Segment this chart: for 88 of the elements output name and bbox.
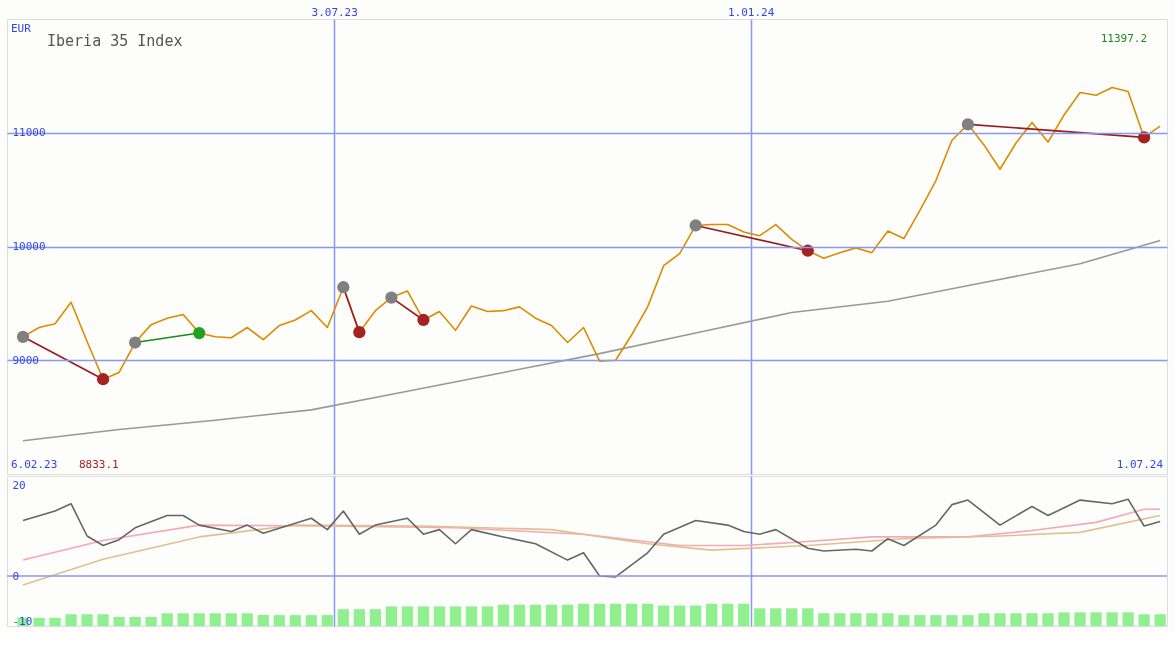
y-tick-label: 9000 xyxy=(12,353,39,367)
bar xyxy=(289,615,301,626)
bar xyxy=(33,617,45,626)
bar xyxy=(545,604,558,626)
bar xyxy=(818,613,830,626)
bar xyxy=(369,609,381,626)
bar xyxy=(625,603,638,626)
bar xyxy=(321,615,333,626)
bar xyxy=(561,604,574,626)
bar xyxy=(593,603,606,626)
line-series xyxy=(22,514,1161,586)
bar xyxy=(81,614,93,626)
bar xyxy=(49,617,61,626)
bar xyxy=(1058,612,1070,626)
bar xyxy=(1074,612,1086,626)
bar xyxy=(658,605,670,626)
bar xyxy=(706,603,718,626)
bar xyxy=(834,613,846,626)
bar xyxy=(241,613,253,626)
bar xyxy=(145,616,157,626)
bar xyxy=(209,613,221,626)
bar xyxy=(193,613,205,626)
bar xyxy=(257,615,269,626)
bar xyxy=(161,613,173,626)
y-tick-label: 0 xyxy=(12,569,20,583)
bar xyxy=(481,606,494,626)
bar xyxy=(1122,612,1134,626)
x-tick-label: 3.07.23 xyxy=(311,5,358,19)
y-axis-title: EUR xyxy=(11,22,32,35)
y-tick-label: 11000 xyxy=(12,126,46,140)
bar xyxy=(225,613,237,626)
bar xyxy=(674,605,686,626)
bar xyxy=(337,609,349,626)
bar xyxy=(690,605,702,626)
bar xyxy=(1154,614,1166,626)
y-tick-label: 10000 xyxy=(12,240,46,253)
bar xyxy=(129,616,141,626)
bar xyxy=(497,604,510,626)
bar xyxy=(738,603,750,626)
bar xyxy=(273,615,285,626)
bar xyxy=(962,615,974,626)
bar xyxy=(97,614,109,626)
bar xyxy=(770,608,782,626)
bar xyxy=(433,606,446,626)
bar xyxy=(385,606,398,626)
line-series xyxy=(22,498,1161,578)
bar xyxy=(914,615,926,626)
bar xyxy=(722,603,734,626)
bar xyxy=(1090,612,1102,626)
bar xyxy=(577,603,590,626)
bar xyxy=(353,609,365,626)
bar xyxy=(898,615,910,626)
bar xyxy=(449,606,462,626)
bar xyxy=(609,603,622,626)
bar xyxy=(1138,614,1150,626)
bar xyxy=(1042,613,1054,626)
bar xyxy=(1010,613,1022,626)
bar xyxy=(946,615,958,626)
bar xyxy=(866,613,878,626)
bar xyxy=(465,606,478,626)
bar xyxy=(305,615,317,626)
bar xyxy=(65,614,77,626)
bar xyxy=(113,616,125,626)
point xyxy=(193,326,206,340)
annotation: 1.07.24 xyxy=(1116,458,1164,471)
annotation: 11397.2 xyxy=(1100,32,1147,45)
text: Iberia 35 Index xyxy=(47,32,183,50)
bar xyxy=(994,613,1006,626)
bar xyxy=(401,606,414,626)
bar xyxy=(1106,612,1118,626)
bar xyxy=(513,604,526,626)
bar xyxy=(850,613,862,626)
annotation: 6.02.23 xyxy=(11,458,58,471)
bar xyxy=(417,606,430,626)
x-tick-label: 1.01.24 xyxy=(727,5,775,19)
bar xyxy=(930,615,942,626)
bar xyxy=(802,608,814,626)
annotation: 8833.1 xyxy=(79,458,119,471)
bar xyxy=(177,613,189,626)
bar xyxy=(529,604,542,626)
bar xyxy=(882,613,894,626)
y-tick-label: 20 xyxy=(12,478,26,492)
bar xyxy=(754,608,766,626)
bar xyxy=(786,608,798,626)
bar xyxy=(1026,613,1038,626)
bar xyxy=(641,603,654,626)
line-series xyxy=(22,508,1161,561)
bar xyxy=(978,613,990,626)
